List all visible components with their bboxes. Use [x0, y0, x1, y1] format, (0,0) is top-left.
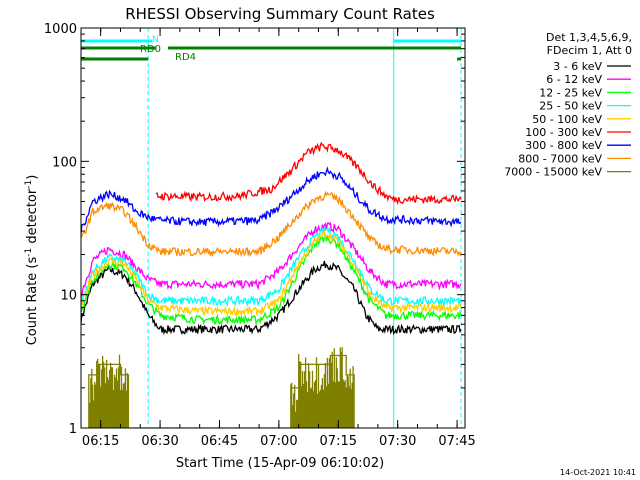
flag-bar-label: RD4 [175, 52, 196, 63]
legend: Det 1,3,4,5,6,9, FDecim 1, Att 0 3 - 6 k… [504, 31, 632, 179]
x-tick-label: 06:45 [201, 434, 238, 449]
y-label-part: detector [25, 188, 40, 248]
series-line [81, 233, 462, 326]
axes-frame [80, 27, 466, 429]
svg-text:Count Rate (s-1 detector-1): Count Rate (s-1 detector-1) [24, 175, 40, 346]
legend-label: 3 - 6 keV [553, 60, 602, 73]
x-tick-label: 07:15 [320, 434, 357, 449]
y-label-part: Count Rate (s [25, 257, 40, 346]
plot-area [81, 28, 462, 428]
series-line [155, 141, 462, 206]
x-tick-label: 07:45 [438, 434, 475, 449]
flag-bar-label: RD0 [140, 44, 161, 55]
legend-label: 100 - 300 keV [525, 126, 602, 139]
series-line [81, 221, 462, 298]
y-tick-label: 100 [52, 155, 77, 170]
x-tick-label: 07:00 [260, 434, 297, 449]
legend-label: 300 - 800 keV [525, 139, 602, 152]
flag-bar-label: N [152, 35, 159, 45]
legend-header-line: FDecim 1, Att 0 [547, 44, 632, 57]
x-tick-label: 06:30 [141, 434, 178, 449]
y-tick-label: 1000 [44, 22, 77, 37]
series-line [81, 190, 462, 258]
y-tick-label: 10 [60, 289, 77, 304]
legend-header-line: Det 1,3,4,5,6,9, [546, 31, 632, 44]
legend-label: 6 - 12 keV [546, 73, 602, 86]
y-label-sup: -1 [24, 248, 34, 257]
legend-label: 7000 - 15000 keV [504, 166, 602, 179]
series-line [81, 166, 462, 235]
series-line [88, 347, 355, 428]
y-label-sup: -1 [24, 180, 34, 189]
y-tick-label: 1 [69, 422, 77, 437]
x-tick-label: 06:15 [82, 434, 119, 449]
legend-label: 12 - 25 keV [539, 86, 602, 99]
legend-label: 50 - 100 keV [532, 113, 602, 126]
footer-timestamp: 14-Oct-2021 10:41 [560, 468, 636, 477]
series-line [81, 260, 462, 336]
y-axis-label: Count Rate (s-1 detector-1) [24, 175, 40, 346]
y-label-part: ) [25, 175, 40, 180]
series-line [81, 229, 462, 318]
x-tick-label: 07:30 [379, 434, 416, 449]
chart-title: RHESSI Observing Summary Count Rates [125, 5, 435, 23]
series-line [81, 226, 462, 308]
x-axis-label: Start Time (15-Apr-09 06:10:02) [176, 456, 384, 471]
legend-label: 25 - 50 keV [539, 100, 602, 113]
legend-label: 800 - 7000 keV [518, 152, 602, 165]
